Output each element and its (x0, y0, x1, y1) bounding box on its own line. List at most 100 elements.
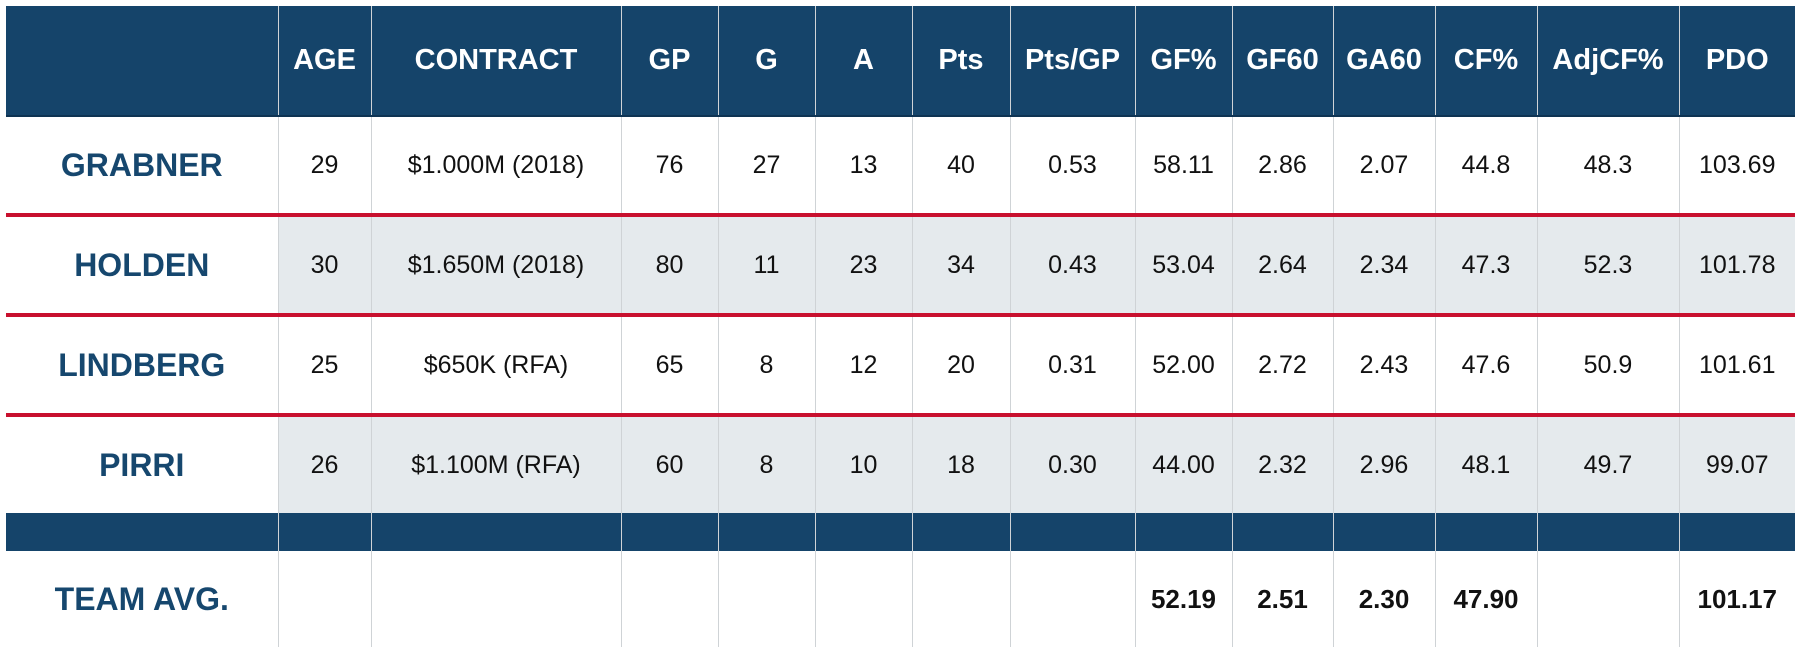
stat-cell-cf-pct: 47.3 (1435, 215, 1538, 317)
stat-cell-adj-cf-pct: 50.9 (1537, 315, 1680, 417)
player-name: GRABNER (6, 116, 279, 217)
player-row: HOLDEN 30 $1.650M (2018) 80 11 23 34 0.43 53.04 2… (6, 215, 1795, 317)
stat-cell-adj-cf-pct: 49.7 (1537, 415, 1680, 513)
stat-cell-ga60: 2.07 (1333, 116, 1436, 217)
divider-cell (621, 513, 719, 551)
header-row: AGE CONTRACT GP G A Pts Pts/GP GF% GF60 GA60 CF% Ad… (6, 6, 1795, 117)
team-average-pts-per-gp (1010, 551, 1136, 647)
team-average-gp (621, 551, 719, 647)
stat-cell-ga60: 2.96 (1333, 415, 1436, 513)
stat-cell-pts-per-gp: 0.53 (1010, 116, 1136, 217)
player-row: LINDBERG 25 $650K (RFA) 65 8 12 20 0.31 52.00 2.7… (6, 315, 1795, 417)
stat-cell-contract: $1.000M (2018) (371, 116, 622, 217)
stat-cell-gf60: 2.64 (1232, 215, 1334, 317)
stat-cell-pdo: 101.61 (1679, 315, 1795, 417)
column-header-age: AGE (278, 6, 372, 117)
stat-cell-pts-per-gp: 0.43 (1010, 215, 1136, 317)
column-header-pts: Pts (912, 6, 1011, 117)
stat-cell-gf-pct: 44.00 (1135, 415, 1233, 513)
divider-cell (371, 513, 622, 551)
team-average-age (278, 551, 372, 647)
column-header-cf-pct: CF% (1435, 6, 1538, 117)
stat-cell-a: 12 (815, 315, 913, 417)
divider-cell (278, 513, 372, 551)
column-header-pdo: PDO (1679, 6, 1795, 117)
divider-cell (1537, 513, 1680, 551)
table-body: AGE CONTRACT GP G A Pts Pts/GP GF% GF60 GA60 CF% Ad… (6, 6, 1795, 647)
stat-cell-g: 8 (718, 415, 816, 513)
stat-cell-age: 26 (278, 415, 372, 513)
divider-cell (1232, 513, 1334, 551)
stat-cell-pts: 34 (912, 215, 1011, 317)
stat-cell-pdo: 99.07 (1679, 415, 1795, 513)
team-average-gf-pct: 52.19 (1135, 551, 1233, 647)
divider-cell (1135, 513, 1233, 551)
stat-cell-contract: $1.100M (RFA) (371, 415, 622, 513)
stat-cell-cf-pct: 48.1 (1435, 415, 1538, 513)
stat-cell-gp: 80 (621, 215, 719, 317)
stat-cell-gp: 60 (621, 415, 719, 513)
team-average-a (815, 551, 913, 647)
column-header-adj-cf-pct: AdjCF% (1537, 6, 1680, 117)
stat-cell-pdo: 101.78 (1679, 215, 1795, 317)
player-name: LINDBERG (6, 315, 279, 417)
team-average-adj-cf-pct (1537, 551, 1680, 647)
stat-cell-pdo: 103.69 (1679, 116, 1795, 217)
stat-cell-pts: 40 (912, 116, 1011, 217)
stat-cell-pts-per-gp: 0.31 (1010, 315, 1136, 417)
team-average-g (718, 551, 816, 647)
stat-cell-pts: 20 (912, 315, 1011, 417)
stat-cell-a: 10 (815, 415, 913, 513)
stat-cell-pts: 18 (912, 415, 1011, 513)
stat-cell-gp: 65 (621, 315, 719, 417)
column-header-ga60: GA60 (1333, 6, 1436, 117)
divider-cell (815, 513, 913, 551)
column-header-pts-per-gp: Pts/GP (1010, 6, 1136, 117)
stat-cell-g: 11 (718, 215, 816, 317)
column-header-gf60: GF60 (1232, 6, 1334, 117)
column-header-gp: GP (621, 6, 719, 117)
divider-band (6, 513, 1795, 551)
stat-cell-adj-cf-pct: 48.3 (1537, 116, 1680, 217)
stat-cell-gf60: 2.72 (1232, 315, 1334, 417)
stat-cell-cf-pct: 44.8 (1435, 116, 1538, 217)
divider-cell (1010, 513, 1136, 551)
stat-cell-age: 25 (278, 315, 372, 417)
divider-cell (6, 513, 279, 551)
column-header-g: G (718, 6, 816, 117)
team-average-ga60: 2.30 (1333, 551, 1436, 647)
stat-cell-g: 27 (718, 116, 816, 217)
stat-cell-a: 23 (815, 215, 913, 317)
stat-cell-g: 8 (718, 315, 816, 417)
divider-cell (718, 513, 816, 551)
stat-cell-ga60: 2.34 (1333, 215, 1436, 317)
player-name: PIRRI (6, 415, 279, 513)
stat-cell-a: 13 (815, 116, 913, 217)
stat-cell-gf-pct: 52.00 (1135, 315, 1233, 417)
team-average-contract (371, 551, 622, 647)
stat-cell-adj-cf-pct: 52.3 (1537, 215, 1680, 317)
stat-cell-contract: $650K (RFA) (371, 315, 622, 417)
divider-cell (912, 513, 1011, 551)
team-average-pts (912, 551, 1011, 647)
divider-cell (1333, 513, 1436, 551)
team-average-row: TEAM AVG. 52.19 2.51 2.30 47.90 101.17 (6, 551, 1795, 647)
stat-cell-gf60: 2.32 (1232, 415, 1334, 513)
stat-cell-gf-pct: 58.11 (1135, 116, 1233, 217)
stat-cell-age: 30 (278, 215, 372, 317)
divider-cell (1679, 513, 1795, 551)
stat-cell-age: 29 (278, 116, 372, 217)
stat-cell-cf-pct: 47.6 (1435, 315, 1538, 417)
stat-cell-ga60: 2.43 (1333, 315, 1436, 417)
player-row: PIRRI 26 $1.100M (RFA) 60 8 10 18 0.30 44.00 2.32… (6, 415, 1795, 513)
stat-cell-pts-per-gp: 0.30 (1010, 415, 1136, 513)
divider-cell (1435, 513, 1538, 551)
player-stats-table: AGE CONTRACT GP G A Pts Pts/GP GF% GF60 GA60 CF% Ad… (6, 6, 1795, 647)
column-header-a: A (815, 6, 913, 117)
team-average-gf60: 2.51 (1232, 551, 1334, 647)
player-row: GRABNER 29 $1.000M (2018) 76 27 13 40 0.53 58.11… (6, 116, 1795, 217)
player-name: HOLDEN (6, 215, 279, 317)
stat-cell-gf-pct: 53.04 (1135, 215, 1233, 317)
stat-cell-gp: 76 (621, 116, 719, 217)
team-average-pdo: 101.17 (1697, 583, 1778, 614)
